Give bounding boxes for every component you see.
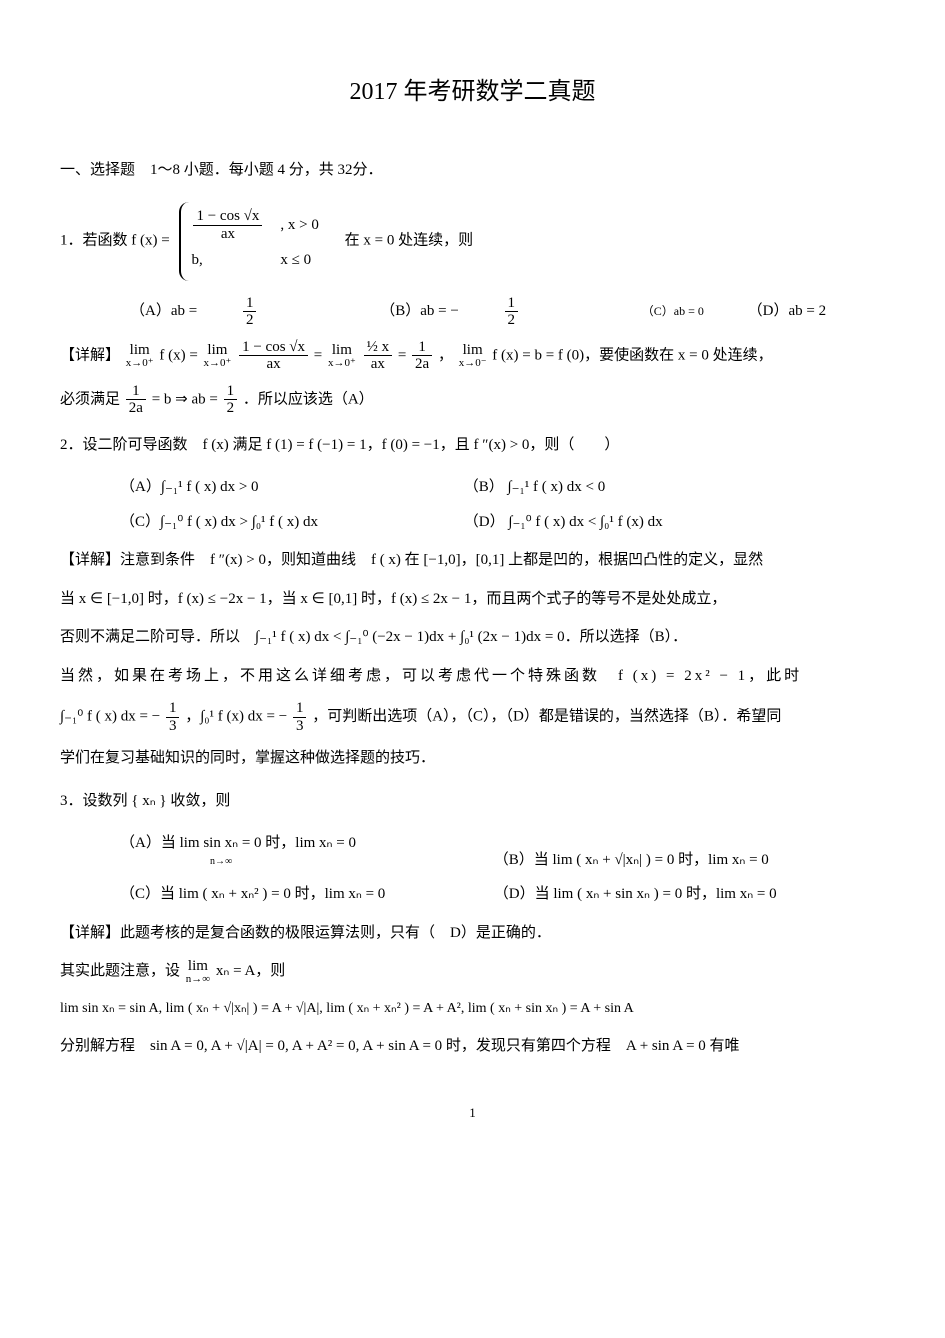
frac-den: ax	[364, 356, 393, 373]
q1-case-den: ax	[193, 226, 262, 243]
q1-optA-label: （A）ab =	[130, 297, 197, 326]
q1-optD: （D）ab = 2	[748, 297, 826, 326]
q2-expl3: 否则不满足二阶可导．所以 ∫₋₁¹ f ( x) dx < ∫₋₁⁰ (−2x …	[60, 623, 885, 652]
q1-optA: （A）ab = 12	[130, 295, 336, 329]
q3-optD: （D）当 lim ( xₙ + sin xₙ ) = 0 时，lim xₙ = …	[494, 880, 777, 909]
q3-expl3: lim sin xₙ = sin A, lim ( xₙ + √|xₙ| ) =…	[60, 996, 885, 1023]
q1-piecewise: 1 − cos √x ax , x > 0 b, x ≤ 0	[179, 202, 340, 281]
frac-den: 2a	[126, 400, 146, 417]
section-heading: 一、选择题 1～8 小题．每小题 4 分，共 32分．	[60, 156, 885, 185]
frac-den: ax	[239, 356, 308, 373]
frac-num: 1	[126, 383, 146, 401]
lim: lim	[204, 343, 232, 358]
frac-num: 1	[243, 295, 257, 313]
q2-optD: （D） ∫₋₁⁰ f ( x) dx < ∫₀¹ f (x) dx	[464, 508, 663, 537]
frac-den: 2	[505, 312, 519, 329]
q3-expl1: 【详解】此题考核的是复合函数的极限运算法则，只有（ D）是正确的．	[60, 919, 885, 948]
question-1: 1．若函数 f (x) = 1 − cos √x ax , x > 0 b, x…	[60, 202, 885, 281]
lim: lim	[126, 343, 154, 358]
frac-num: 1 − cos √x	[239, 339, 308, 357]
frac-num: 1	[505, 295, 519, 313]
frac-num: 1	[293, 700, 307, 718]
q2-optA: （A）∫₋₁¹ f ( x) dx > 0	[120, 473, 460, 502]
q2-expl2: 当 x ∈ [−1,0] 时，f (x) ≤ −2x − 1，当 x ∈ [0,…	[60, 585, 885, 614]
q3-options-row2: （C）当 lim ( xₙ + xₙ² ) = 0 时，lim xₙ = 0 （…	[60, 880, 885, 909]
frac-den: 2a	[412, 356, 432, 373]
txt: f (x) =	[159, 347, 201, 363]
frac-den: 3	[293, 718, 307, 735]
q3-optA-text: （A）当 lim sin xₙ = 0 时，lim xₙ = 0	[120, 829, 356, 858]
q1-options: （A）ab = 12 （B）ab = − 12 （C）ab = 0 （D）ab …	[60, 295, 885, 329]
lim-sub: n→∞	[186, 974, 210, 985]
q3-optA: （A）当 lim sin xₙ = 0 时，lim xₙ = 0 n→∞	[120, 829, 490, 871]
txt: =	[314, 347, 326, 363]
txt: ．所以应该选（A）	[243, 391, 374, 407]
lim-sub: x→0⁺	[328, 358, 356, 369]
q1-explanation-1: 【详解】 limx→0⁺ f (x) = limx→0⁺ 1 − cos √xa…	[60, 339, 885, 373]
txt: 必须满足	[60, 391, 124, 407]
q3-expl4: 分别解方程 sin A = 0, A + √|A| = 0, A + A² = …	[60, 1032, 885, 1061]
lim: lim	[186, 959, 210, 974]
q2-options-row2: （C）∫₋₁⁰ f ( x) dx > ∫₀¹ f ( x) dx （D） ∫₋…	[60, 508, 885, 537]
lim: lim	[459, 343, 487, 358]
q2-expl6: 学们在复习基础知识的同时，掌握这种做选择题的技巧．	[60, 744, 885, 773]
q1-optB: （B）ab = − 12	[380, 295, 598, 329]
q1-explanation-2: 必须满足 12a = b ⇒ ab = 12 ．所以应该选（A）	[60, 383, 885, 417]
frac-num: ½ x	[364, 339, 393, 357]
page-number: 1	[60, 1101, 885, 1126]
q3-options-row1: （A）当 lim sin xₙ = 0 时，lim xₙ = 0 n→∞ （B）…	[60, 829, 885, 874]
q2-expl4: 当然，如果在考场上，不用这么详细考虑，可以考虑代一个特殊函数 f (x) = 2…	[60, 662, 885, 691]
txt: xₙ = A，则	[216, 963, 285, 979]
q1-optB-label: （B）ab = −	[380, 297, 459, 326]
frac-num: 1	[412, 339, 432, 357]
q2-optC: （C）∫₋₁⁰ f ( x) dx > ∫₀¹ f ( x) dx	[120, 508, 460, 537]
q1-stem-right: 在 x = 0 处连续，则	[345, 233, 473, 249]
q2-expl5: ∫₋₁⁰ f ( x) dx = − 13 ，∫₀¹ f (x) dx = − …	[60, 700, 885, 734]
txt: =	[398, 347, 410, 363]
lim-sub: x→0⁻	[459, 358, 487, 369]
q3-expl2: 其实此题注意，设 limn→∞ xₙ = A，则	[60, 957, 885, 986]
q1-case-num: 1 − cos √x	[193, 208, 262, 226]
q1-case-b: b,	[191, 244, 280, 277]
lim-sub: x→0⁺	[126, 358, 154, 369]
page-title: 2017 年考研数学二真题	[60, 70, 885, 116]
question-3: 3．设数列 { xₙ } 收敛，则	[60, 787, 885, 816]
frac-den: 3	[166, 718, 180, 735]
txt: ，	[438, 347, 453, 363]
q1-case-cond2: x ≤ 0	[280, 244, 334, 277]
txt: = b ⇒ ab =	[152, 391, 222, 407]
txt: 其实此题注意，设	[60, 963, 184, 979]
q3-optB: （B）当 lim ( xₙ + √|xₙ| ) = 0 时，lim xₙ = 0	[494, 846, 769, 875]
txt: ，可判断出选项（A），（C），（D）都是错误的，当然选择（B）．希望同	[312, 709, 781, 725]
expl-tag: 【详解】	[60, 347, 120, 363]
q2-expl1: 【详解】注意到条件 f ″(x) > 0，则知道曲线 f ( x) 在 [−1,…	[60, 546, 885, 575]
q2-optB: （B） ∫₋₁¹ f ( x) dx < 0	[464, 473, 605, 502]
q1-stem-left: 1．若函数 f (x) =	[60, 233, 170, 249]
frac-den: 2	[224, 400, 238, 417]
lim-sub: x→0⁺	[204, 358, 232, 369]
txt: f (x) = b = f (0)，要使函数在 x = 0 处连续，	[492, 347, 772, 363]
q1-optC: （C）ab = 0	[642, 300, 704, 323]
frac-num: 1	[166, 700, 180, 718]
frac-den: 2	[243, 312, 257, 329]
q1-case-cond1: , x > 0	[280, 206, 334, 244]
q2-options-row1: （A）∫₋₁¹ f ( x) dx > 0 （B） ∫₋₁¹ f ( x) dx…	[60, 473, 885, 502]
q3-optC: （C）当 lim ( xₙ + xₙ² ) = 0 时，lim xₙ = 0	[120, 880, 490, 909]
frac-num: 1	[224, 383, 238, 401]
txt: ∫₋₁⁰ f ( x) dx = −	[60, 709, 160, 725]
question-2: 2．设二阶可导函数 f (x) 满足 f (1) = f (−1) = 1，f …	[60, 431, 885, 460]
lim: lim	[328, 343, 356, 358]
txt: ，∫₀¹ f (x) dx = −	[185, 709, 287, 725]
